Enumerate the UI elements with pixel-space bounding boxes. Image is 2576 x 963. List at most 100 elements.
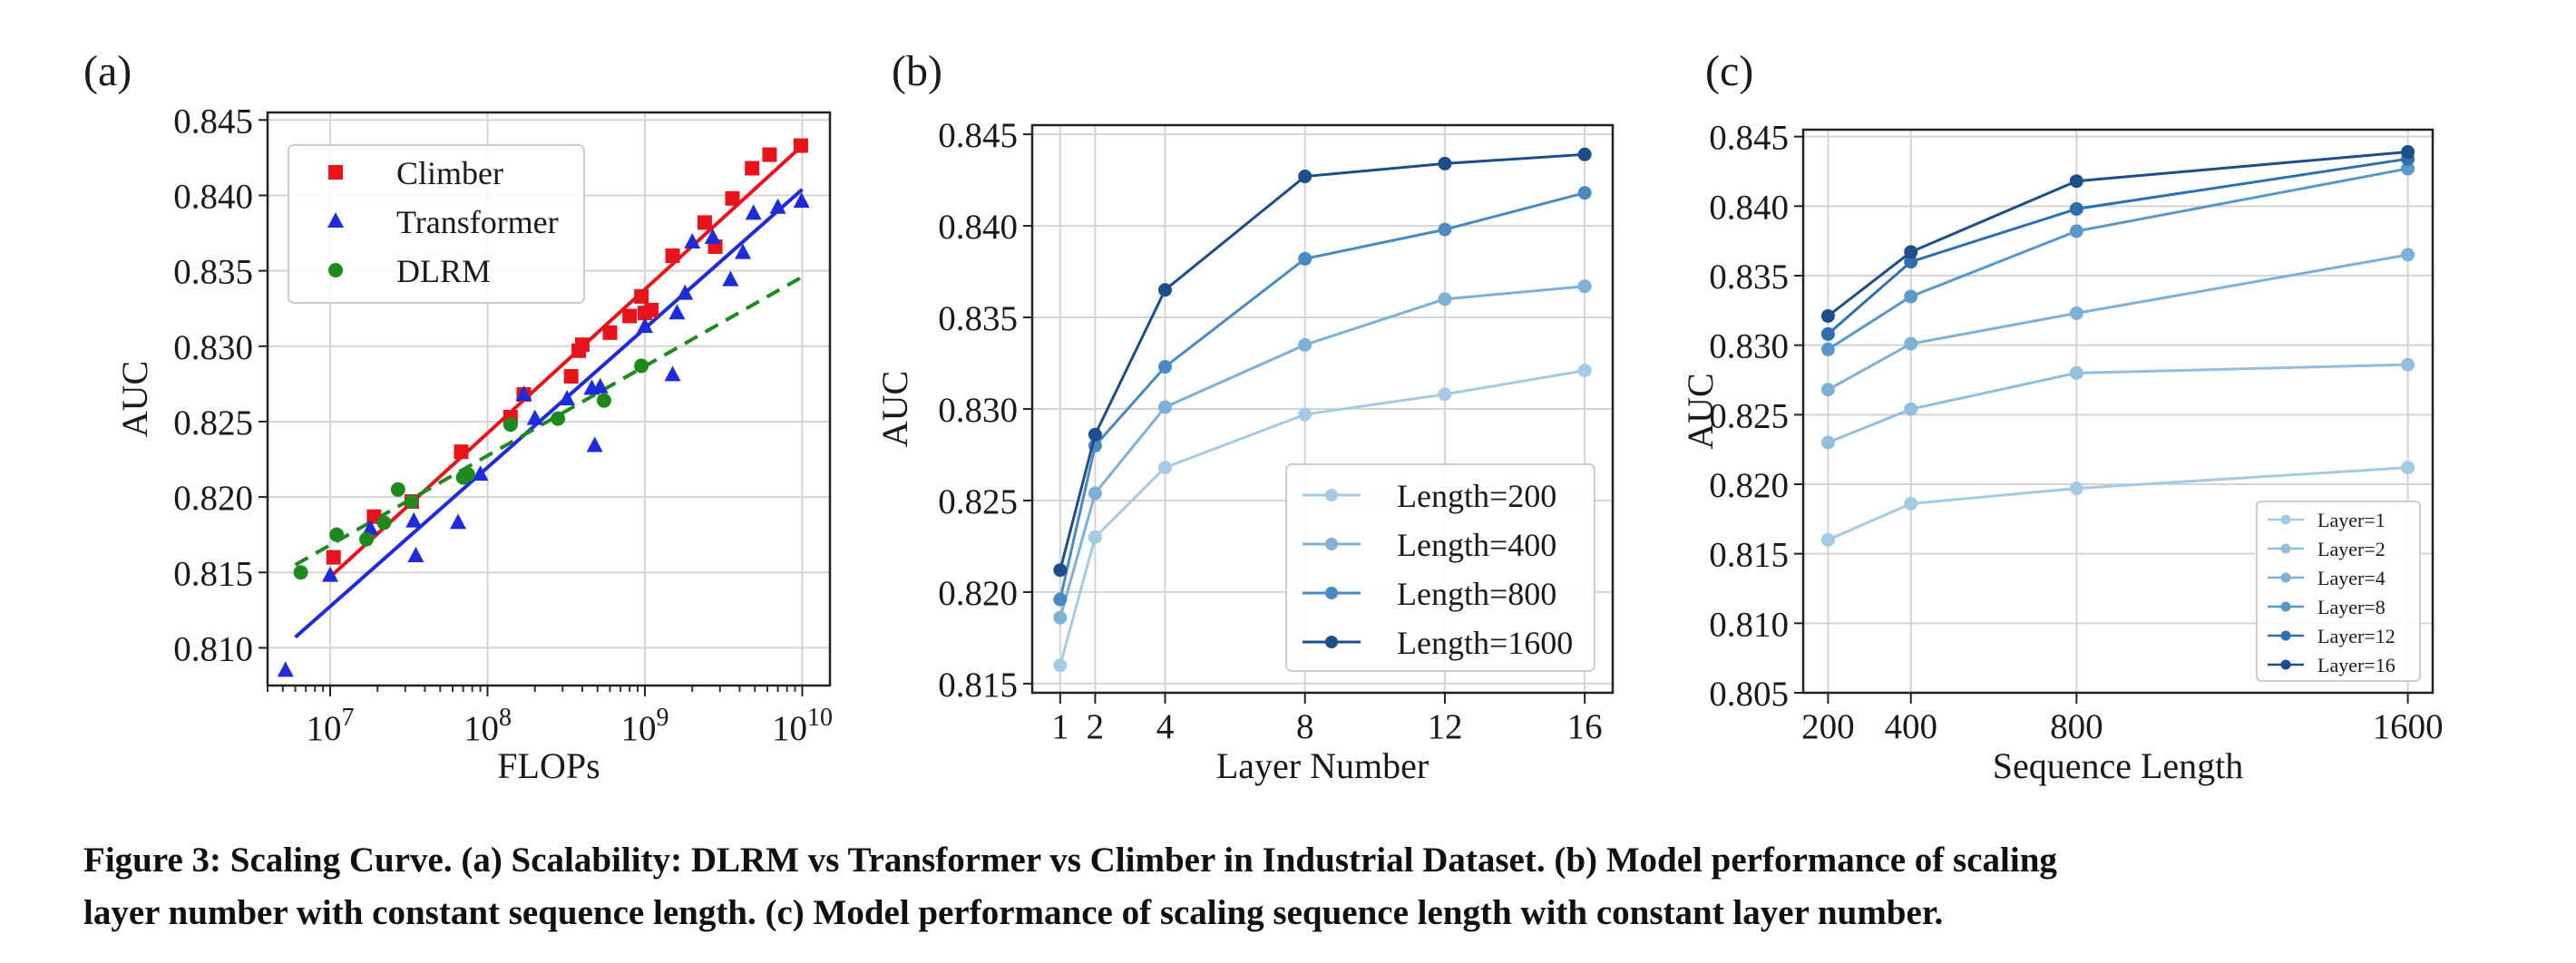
- figure-3: (a) 0.810 0.815 0.820 0.825 0.830 0.835 0.840 0.…: [83, 47, 2444, 786]
- legend-marker: [1325, 538, 1338, 550]
- data-point: [1820, 435, 1835, 450]
- point-climber: [574, 337, 590, 353]
- data-point: [1158, 461, 1173, 475]
- point-climber: [697, 215, 712, 230]
- data-point: [1158, 283, 1173, 297]
- point-transformer: [526, 409, 543, 425]
- legend-label-climber: Climber: [396, 155, 503, 191]
- x-tick-label: 800: [2050, 707, 2103, 746]
- y-tick-label: 0.845: [1709, 119, 1789, 158]
- data-point: [1904, 496, 1918, 511]
- data-point: [2401, 357, 2415, 372]
- y-tick-label: 0.835: [1709, 258, 1789, 297]
- point-climber: [454, 444, 469, 460]
- data-point: [1577, 364, 1592, 378]
- point-transformer: [450, 513, 467, 530]
- point-dlrm: [460, 467, 475, 482]
- data-point: [2069, 174, 2083, 189]
- point-dlrm: [329, 527, 345, 542]
- data-point: [1438, 292, 1452, 306]
- data-point: [1088, 530, 1102, 544]
- point-transformer: [405, 511, 423, 528]
- series-layer=12: [1820, 151, 2415, 341]
- y-tick-label: 0.845: [938, 116, 1018, 155]
- legend-label: Length=400: [1397, 527, 1556, 563]
- point-transformer: [769, 198, 786, 214]
- series-layer=16: [1820, 145, 2415, 323]
- point-dlrm: [551, 411, 566, 426]
- point-transformer: [735, 243, 752, 259]
- x-axis-label: Layer Number: [1216, 745, 1429, 786]
- legend-label-transformer: Transformer: [396, 204, 559, 240]
- legend-box: [288, 144, 585, 304]
- legend-marker: [2280, 572, 2291, 583]
- panel-c-sequence-length: (c) 0.805 0.810 0.815 0.820 0.825 0.830 0.835 0.…: [1680, 47, 2444, 786]
- y-tick-label: 0.820: [173, 479, 253, 518]
- legend-marker-climber: [328, 165, 343, 180]
- data-point: [1577, 279, 1592, 294]
- panel-b-layer-number: (b) 0.815 0.820 0.825 0.830 0.835 0.840 0.845 1 2…: [874, 47, 1615, 786]
- x-tick-label: 16: [1567, 707, 1603, 746]
- legend-marker: [2280, 601, 2291, 612]
- data-point: [1820, 342, 1835, 356]
- data-point: [1088, 427, 1102, 442]
- point-transformer: [668, 304, 686, 320]
- point-transformer: [472, 465, 489, 482]
- point-transformer: [793, 192, 810, 209]
- series-layer=2: [1820, 357, 2415, 450]
- legend: Climber Transformer DLRM: [288, 144, 585, 304]
- data-point: [2401, 145, 2415, 160]
- point-transformer: [684, 233, 701, 249]
- point-transformer: [322, 566, 339, 582]
- data-point: [1577, 147, 1592, 161]
- legend-label: Layer=1: [2317, 509, 2386, 531]
- x-tick-label: 12: [1427, 707, 1462, 746]
- point-dlrm: [293, 565, 308, 580]
- data-point: [1904, 289, 1918, 304]
- x-tick-base: 10: [620, 709, 656, 748]
- series-line: [1059, 369, 1586, 666]
- legend-marker-dlrm: [328, 263, 343, 277]
- x-tick-base: 10: [772, 709, 807, 748]
- legend-marker: [2280, 659, 2291, 670]
- data-point: [1298, 170, 1312, 184]
- series-line: [1059, 285, 1586, 618]
- data-point: [1820, 326, 1835, 341]
- data-point: [2069, 224, 2083, 238]
- point-climber: [563, 369, 579, 384]
- x-tick-label: 2: [1087, 707, 1105, 746]
- x-axis-label: Sequence Length: [1993, 745, 2244, 786]
- series-line: [1059, 152, 1586, 571]
- y-axis-label: AUC: [114, 361, 155, 437]
- data-point: [2069, 306, 2083, 320]
- legend-label-dlrm: DLRM: [396, 253, 491, 289]
- x-tick-label: 200: [1801, 707, 1855, 746]
- x-tick-base: 10: [307, 709, 342, 748]
- series-layer=8: [1820, 161, 2415, 356]
- data-point: [1298, 337, 1312, 352]
- point-transformer: [559, 390, 576, 405]
- data-point: [1438, 387, 1452, 402]
- point-climber: [762, 147, 777, 162]
- point-dlrm: [359, 531, 375, 547]
- series-layer=4: [1820, 248, 2415, 397]
- data-point: [1053, 563, 1068, 578]
- y-tick-label: 0.820: [1709, 466, 1789, 505]
- data-point: [1053, 610, 1068, 625]
- legend-marker-transformer: [327, 212, 344, 228]
- point-climber: [745, 160, 760, 176]
- point-transformer: [591, 377, 609, 394]
- x-tick-base: 10: [463, 709, 499, 748]
- legend-marker: [1325, 636, 1338, 648]
- caption-line-1: Figure 3: Scaling Curve. (a) Scalability…: [83, 841, 2057, 880]
- x-tick-exponent: 7: [342, 704, 355, 732]
- data-point: [1820, 532, 1835, 547]
- point-climber: [326, 550, 341, 565]
- legend-marker: [2280, 543, 2291, 554]
- caption-line-2: layer number with constant sequence leng…: [83, 893, 1944, 932]
- point-dlrm: [503, 417, 518, 433]
- series-line: [1827, 466, 2408, 541]
- data-point: [1904, 336, 1918, 351]
- legend-label: Layer=12: [2317, 625, 2395, 647]
- panel-label: (b): [892, 47, 942, 95]
